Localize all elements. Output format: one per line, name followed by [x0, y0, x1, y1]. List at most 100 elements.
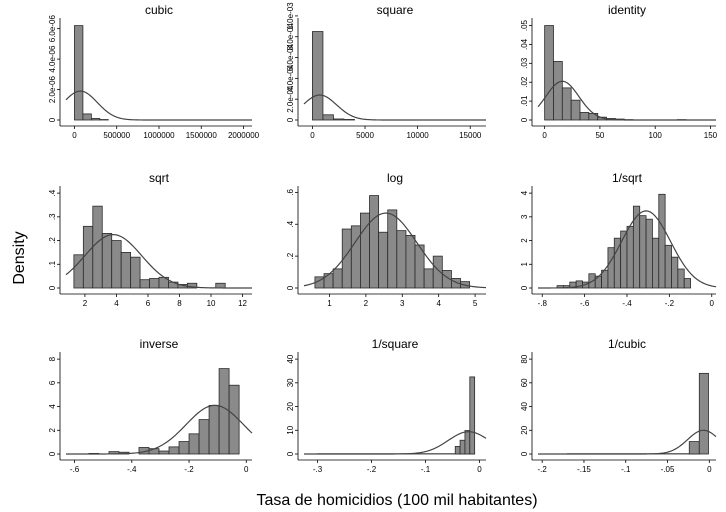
y-tick-label: .6 — [286, 188, 295, 195]
panel-cubic: cubic 0 500000 1000000 1500000 2000000 0 2.0e-0… — [48, 3, 260, 140]
panel-title: 1/cubic — [608, 337, 646, 351]
y-tick-label: 1.0e-03 — [286, 2, 295, 30]
y-tick-label: .4 — [48, 189, 57, 196]
panel-title: square — [377, 3, 414, 17]
density-curve — [537, 210, 717, 289]
histogram-bar — [579, 112, 590, 121]
panel-title: identity — [608, 3, 646, 17]
y-tick-label: .03 — [520, 57, 529, 69]
y-tick-label: 0 — [520, 451, 529, 456]
y-tick-label: 0 — [48, 451, 57, 456]
y-tick-label: 2.0e-06 — [48, 75, 57, 103]
density-curve — [65, 90, 252, 121]
panel-1inv-square: 1/square -.3 -.2 -.1 0 0 10 20 30 40 — [286, 337, 487, 474]
histogram-bar — [561, 87, 572, 121]
histogram-bar — [698, 372, 709, 455]
x-tick-label: 5000 — [356, 131, 374, 140]
histogram-bar — [198, 419, 210, 455]
x-tick-label: 2 — [364, 299, 369, 308]
panel-1inv-sqrt: 1/sqrt -.8 -.6 -.4 -.2 0 0 1 2 3 4 — [520, 171, 717, 308]
x-tick-label: 10 — [207, 299, 216, 308]
x-tick-label: -.4 — [127, 465, 137, 474]
y-axis-label: Density — [11, 231, 28, 284]
density-curve — [303, 212, 487, 289]
histogram-bar — [332, 268, 343, 289]
panel-1inv-cubic: 1/cubic -.2 -.15 -.1 -.05 0 0 20 40 60 80 — [520, 337, 717, 474]
histogram-bar — [664, 244, 672, 289]
y-tick-label: 6.0e-04 — [286, 43, 295, 71]
y-tick-label: 4 — [48, 404, 57, 409]
x-tick-label: 3 — [400, 299, 405, 308]
density-curve — [537, 80, 716, 121]
x-tick-label: 0 — [542, 131, 547, 140]
x-tick-label: 100 — [649, 131, 663, 140]
y-tick-label: 3 — [520, 214, 529, 219]
x-tick-label: 2000000 — [228, 131, 260, 140]
y-tick-label: 20 — [286, 402, 295, 411]
x-tick-label: -.2 — [665, 299, 675, 308]
histogram-bar — [396, 230, 407, 289]
x-tick-label: 0 — [244, 465, 249, 474]
histogram-bar — [454, 446, 461, 455]
panel-sqrt: sqrt 2 4 6 8 10 12 0 .1 .2 .3 .4 — [48, 171, 252, 308]
y-tick-label: .02 — [520, 76, 529, 88]
histogram-bar — [464, 430, 471, 455]
x-tick-label: 8 — [177, 299, 182, 308]
y-tick-label: .2 — [48, 237, 57, 244]
y-tick-label: .2 — [286, 252, 295, 259]
y-tick-label: 40 — [520, 402, 529, 411]
histogram-bar — [343, 119, 355, 121]
x-tick-label: -.6 — [70, 465, 80, 474]
x-tick-label: -.8 — [538, 299, 548, 308]
y-tick-label: 80 — [520, 354, 529, 363]
x-tick-label: 0 — [310, 131, 315, 140]
y-tick-label: .1 — [48, 260, 57, 267]
histogram-bar — [322, 114, 334, 121]
x-tick-label: 15000 — [459, 131, 482, 140]
y-tick-label: 2.0e-04 — [286, 85, 295, 113]
x-tick-label: -.15 — [577, 465, 591, 474]
x-tick-label: 0 — [477, 465, 482, 474]
histogram-bar — [312, 31, 324, 121]
y-tick-label: 8 — [48, 356, 57, 361]
histogram-bar — [553, 61, 563, 121]
histogram-bar — [620, 230, 628, 289]
y-tick-label: 4 — [520, 190, 529, 195]
histogram-bar — [677, 268, 685, 289]
y-tick-label: 10 — [286, 425, 295, 434]
x-tick-label: 5 — [473, 299, 478, 308]
panel-title: 1/sqrt — [612, 171, 643, 185]
x-tick-label: 12 — [238, 299, 247, 308]
histogram-bar — [111, 240, 122, 289]
histogram-bar — [74, 25, 84, 121]
histogram-bar — [228, 384, 240, 455]
histogram-bar — [688, 441, 700, 455]
histogram-bar — [671, 256, 679, 289]
panel-title: cubic — [145, 3, 173, 17]
x-tick-label: 0 — [707, 465, 712, 474]
panel-title: log — [387, 171, 403, 185]
histogram-bar — [459, 439, 466, 455]
x-tick-label: 500000 — [103, 131, 130, 140]
x-tick-label: 4 — [436, 299, 441, 308]
y-tick-label: .04 — [520, 38, 529, 50]
histogram-bar — [544, 25, 554, 121]
histogram-bar — [168, 446, 180, 455]
histogram-bar — [652, 237, 660, 289]
histogram-bar — [570, 99, 581, 121]
density-curve — [65, 234, 252, 289]
x-tick-label: 6 — [146, 299, 151, 308]
x-tick-label: -.1 — [621, 465, 631, 474]
histogram-bar — [369, 195, 380, 289]
x-tick-label: 1 — [327, 299, 332, 308]
y-tick-label: 8.0e-04 — [286, 23, 295, 51]
y-tick-label: .05 — [520, 19, 529, 31]
y-tick-label: 0 — [520, 117, 529, 122]
x-tick-label: 50 — [595, 131, 604, 140]
histogram-bar — [414, 244, 425, 289]
histogram-bar — [178, 441, 190, 455]
y-tick-label: 6.0e-06 — [48, 15, 57, 43]
panel-title: inverse — [140, 337, 179, 351]
density-curve — [303, 94, 486, 121]
panel-log: log 1 2 3 4 5 0 .2 .4 .6 — [286, 171, 487, 308]
